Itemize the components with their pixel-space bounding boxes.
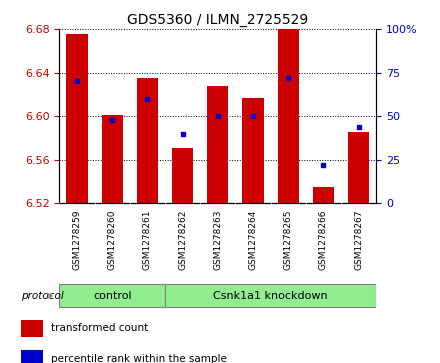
Text: transformed count: transformed count (51, 323, 148, 333)
Bar (172, 148, 193, 203)
Title: GDS5360 / ILMN_2725529: GDS5360 / ILMN_2725529 (127, 13, 308, 26)
Text: control: control (93, 291, 132, 301)
Bar (22, 319, 43, 337)
Text: GSM1278267: GSM1278267 (354, 210, 363, 270)
Text: GSM1278263: GSM1278263 (213, 210, 222, 270)
Text: GSM1278262: GSM1278262 (178, 210, 187, 270)
Bar (278, 29, 299, 203)
Text: protocol: protocol (21, 291, 63, 301)
Bar (207, 86, 228, 203)
Bar (66, 34, 88, 203)
Text: GSM1278264: GSM1278264 (249, 210, 257, 270)
Text: percentile rank within the sample: percentile rank within the sample (51, 354, 227, 363)
Text: GSM1278266: GSM1278266 (319, 210, 328, 270)
Bar (313, 187, 334, 203)
FancyBboxPatch shape (165, 285, 376, 307)
Bar (102, 115, 123, 203)
Bar (242, 98, 264, 203)
Bar (22, 350, 43, 363)
Bar (348, 132, 369, 203)
Bar (137, 78, 158, 203)
Text: GSM1278260: GSM1278260 (108, 210, 117, 270)
Text: Csnk1a1 knockdown: Csnk1a1 knockdown (213, 291, 328, 301)
Text: GSM1278265: GSM1278265 (284, 210, 293, 270)
Text: GSM1278261: GSM1278261 (143, 210, 152, 270)
FancyBboxPatch shape (59, 285, 165, 307)
Text: GSM1278259: GSM1278259 (73, 210, 81, 270)
